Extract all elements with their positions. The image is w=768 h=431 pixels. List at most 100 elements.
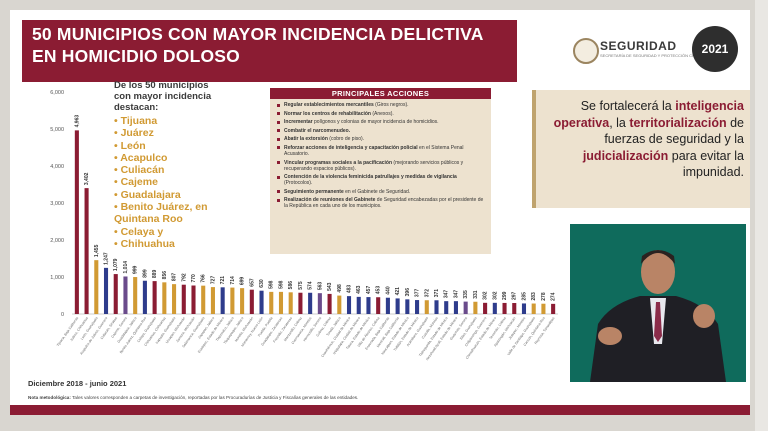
highlight-items: • Tijuana • Juárez • León • Acapulco • Culia… <box>114 115 222 250</box>
bar <box>308 292 313 314</box>
accion-bold: Regular establecimientos mercantiles <box>284 102 374 108</box>
value-label: 770 <box>191 274 197 283</box>
value-label: 3,402 <box>84 172 90 185</box>
y-tick-label: 6,000 <box>50 90 64 96</box>
interpreter-head <box>641 250 675 294</box>
value-label: 283 <box>531 292 537 301</box>
accion-item: Normar los centros de rehabilitación (An… <box>276 111 485 117</box>
value-label: 598 <box>278 280 284 289</box>
value-label: 278 <box>541 292 547 301</box>
y-tick-label: 5,000 <box>50 127 64 133</box>
methodology-note: Nota metodológica: Tales valores corresp… <box>28 395 358 400</box>
eagle-emblem-icon <box>573 38 599 64</box>
bar <box>133 277 138 314</box>
y-tick-label: 3,000 <box>50 201 64 207</box>
value-label: 586 <box>288 281 294 290</box>
statement-emphasis: inteligencia operativa <box>553 99 744 130</box>
bar <box>94 260 99 314</box>
statement-text: Se fortalecerá la inteligencia operativa… <box>544 98 744 181</box>
value-label: 297 <box>512 291 518 300</box>
page-title: 50 MUNICIPIOS CON MAYOR INCIDENCIA DELIC… <box>32 23 512 67</box>
value-label: 657 <box>249 278 255 287</box>
value-label: 630 <box>259 279 265 288</box>
acciones-heading: PRINCIPALES ACCIONES <box>270 88 491 99</box>
accion-bold: Reforzar acciones de inteligencia y capa… <box>284 144 418 151</box>
bar <box>74 130 79 314</box>
accion-rest: (mejorando servicios públicos y recupera… <box>284 159 464 172</box>
logo-subtext: SECRETARÍA DE SEGURIDAD Y PROTECCIÓN CIU… <box>600 53 713 58</box>
bar <box>191 285 196 314</box>
highlight-item: • Celaya y <box>114 225 164 238</box>
title-line-2: EN HOMICIDIO DOLOSO <box>32 46 240 66</box>
bar <box>385 297 390 314</box>
bar <box>172 284 177 314</box>
accion-item: Incrementar polígonos y colonias de mayo… <box>276 119 485 125</box>
value-label: 543 <box>327 282 333 291</box>
value-label: 792 <box>181 273 187 282</box>
bar <box>492 302 497 314</box>
value-label: 372 <box>424 289 430 298</box>
accion-bold: Combatir el narcomenudeo. <box>284 127 351 134</box>
highlight-item: • Benito Juárez, en Quintana Roo <box>114 201 208 226</box>
highlight-item: • Acapulco <box>114 151 168 164</box>
statement-part: Se fortalecerá la <box>580 99 676 113</box>
interpreter-figure <box>590 250 726 382</box>
y-tick-label: 1,000 <box>50 275 64 281</box>
highlight-item: • Chihuahua <box>114 237 175 250</box>
bar <box>356 296 361 314</box>
accion-bold: Vincular programas sociales a la pacific… <box>284 159 393 166</box>
accion-rest: en el Gabinete de Seguridad. <box>343 188 411 195</box>
bar <box>317 293 322 314</box>
value-label: 347 <box>453 290 459 299</box>
value-label: 807 <box>172 273 178 282</box>
bar <box>424 300 429 314</box>
bar <box>230 287 235 314</box>
bar <box>551 303 556 314</box>
statement-box: Se fortalecerá la inteligencia operativa… <box>532 90 750 208</box>
bar <box>521 303 527 314</box>
logo-text: SEGURIDAD <box>600 39 677 53</box>
bar <box>473 301 478 314</box>
accion-bold: Incrementar <box>284 119 313 126</box>
value-label: 574 <box>308 281 314 290</box>
bar <box>376 297 381 314</box>
accion-item: Combatir el narcomenudeo. <box>276 128 485 134</box>
value-label: 302 <box>483 291 489 300</box>
highlight-item: • Culiacán <box>114 164 165 177</box>
value-label: 457 <box>366 286 372 295</box>
accion-rest: (Protocolos). <box>284 180 313 187</box>
value-label: 483 <box>347 285 353 294</box>
bar <box>162 282 167 314</box>
sign-language-video <box>570 224 746 382</box>
accion-item: Contención de la violencia feminicida pa… <box>276 174 485 186</box>
value-label: 856 <box>162 271 168 280</box>
bottom-bar <box>10 405 750 415</box>
bar <box>502 302 507 314</box>
accion-rest: (Anexos). <box>370 110 394 117</box>
highlight-item: • Guadalajara <box>114 188 181 201</box>
value-label: 335 <box>463 290 469 299</box>
accion-rest: polígonos y colonias de mayor incidencia… <box>312 119 439 126</box>
accion-rest: (cobro de piso). <box>327 136 365 143</box>
interpreter-hair <box>641 250 675 264</box>
value-label: 463 <box>356 285 362 294</box>
bar <box>123 276 128 314</box>
bar <box>483 302 488 314</box>
y-tick-label: 2,000 <box>50 238 64 244</box>
value-label: 727 <box>210 276 216 285</box>
interpreter-left-hand <box>598 327 622 345</box>
accion-rest: de Seguridad encabezadas por el presiden… <box>284 197 484 210</box>
accion-rest: (Giros negros). <box>373 102 409 108</box>
statement-emphasis: territorialización <box>629 115 727 130</box>
value-label: 347 <box>444 290 450 299</box>
bar-chart: 0 1,000 2,000 3,000 4,000 5,000 6,000 4,963 3,4… <box>50 90 558 361</box>
value-label: 1,455 <box>94 244 100 257</box>
accion-bold: Seguimiento permanente <box>284 188 344 195</box>
bar <box>103 267 109 314</box>
bar <box>346 296 352 314</box>
bar <box>434 300 439 314</box>
period-label: Diciembre 2018 - junio 2021 <box>28 379 127 388</box>
bars <box>74 130 556 314</box>
interpreter-tie <box>654 302 662 342</box>
